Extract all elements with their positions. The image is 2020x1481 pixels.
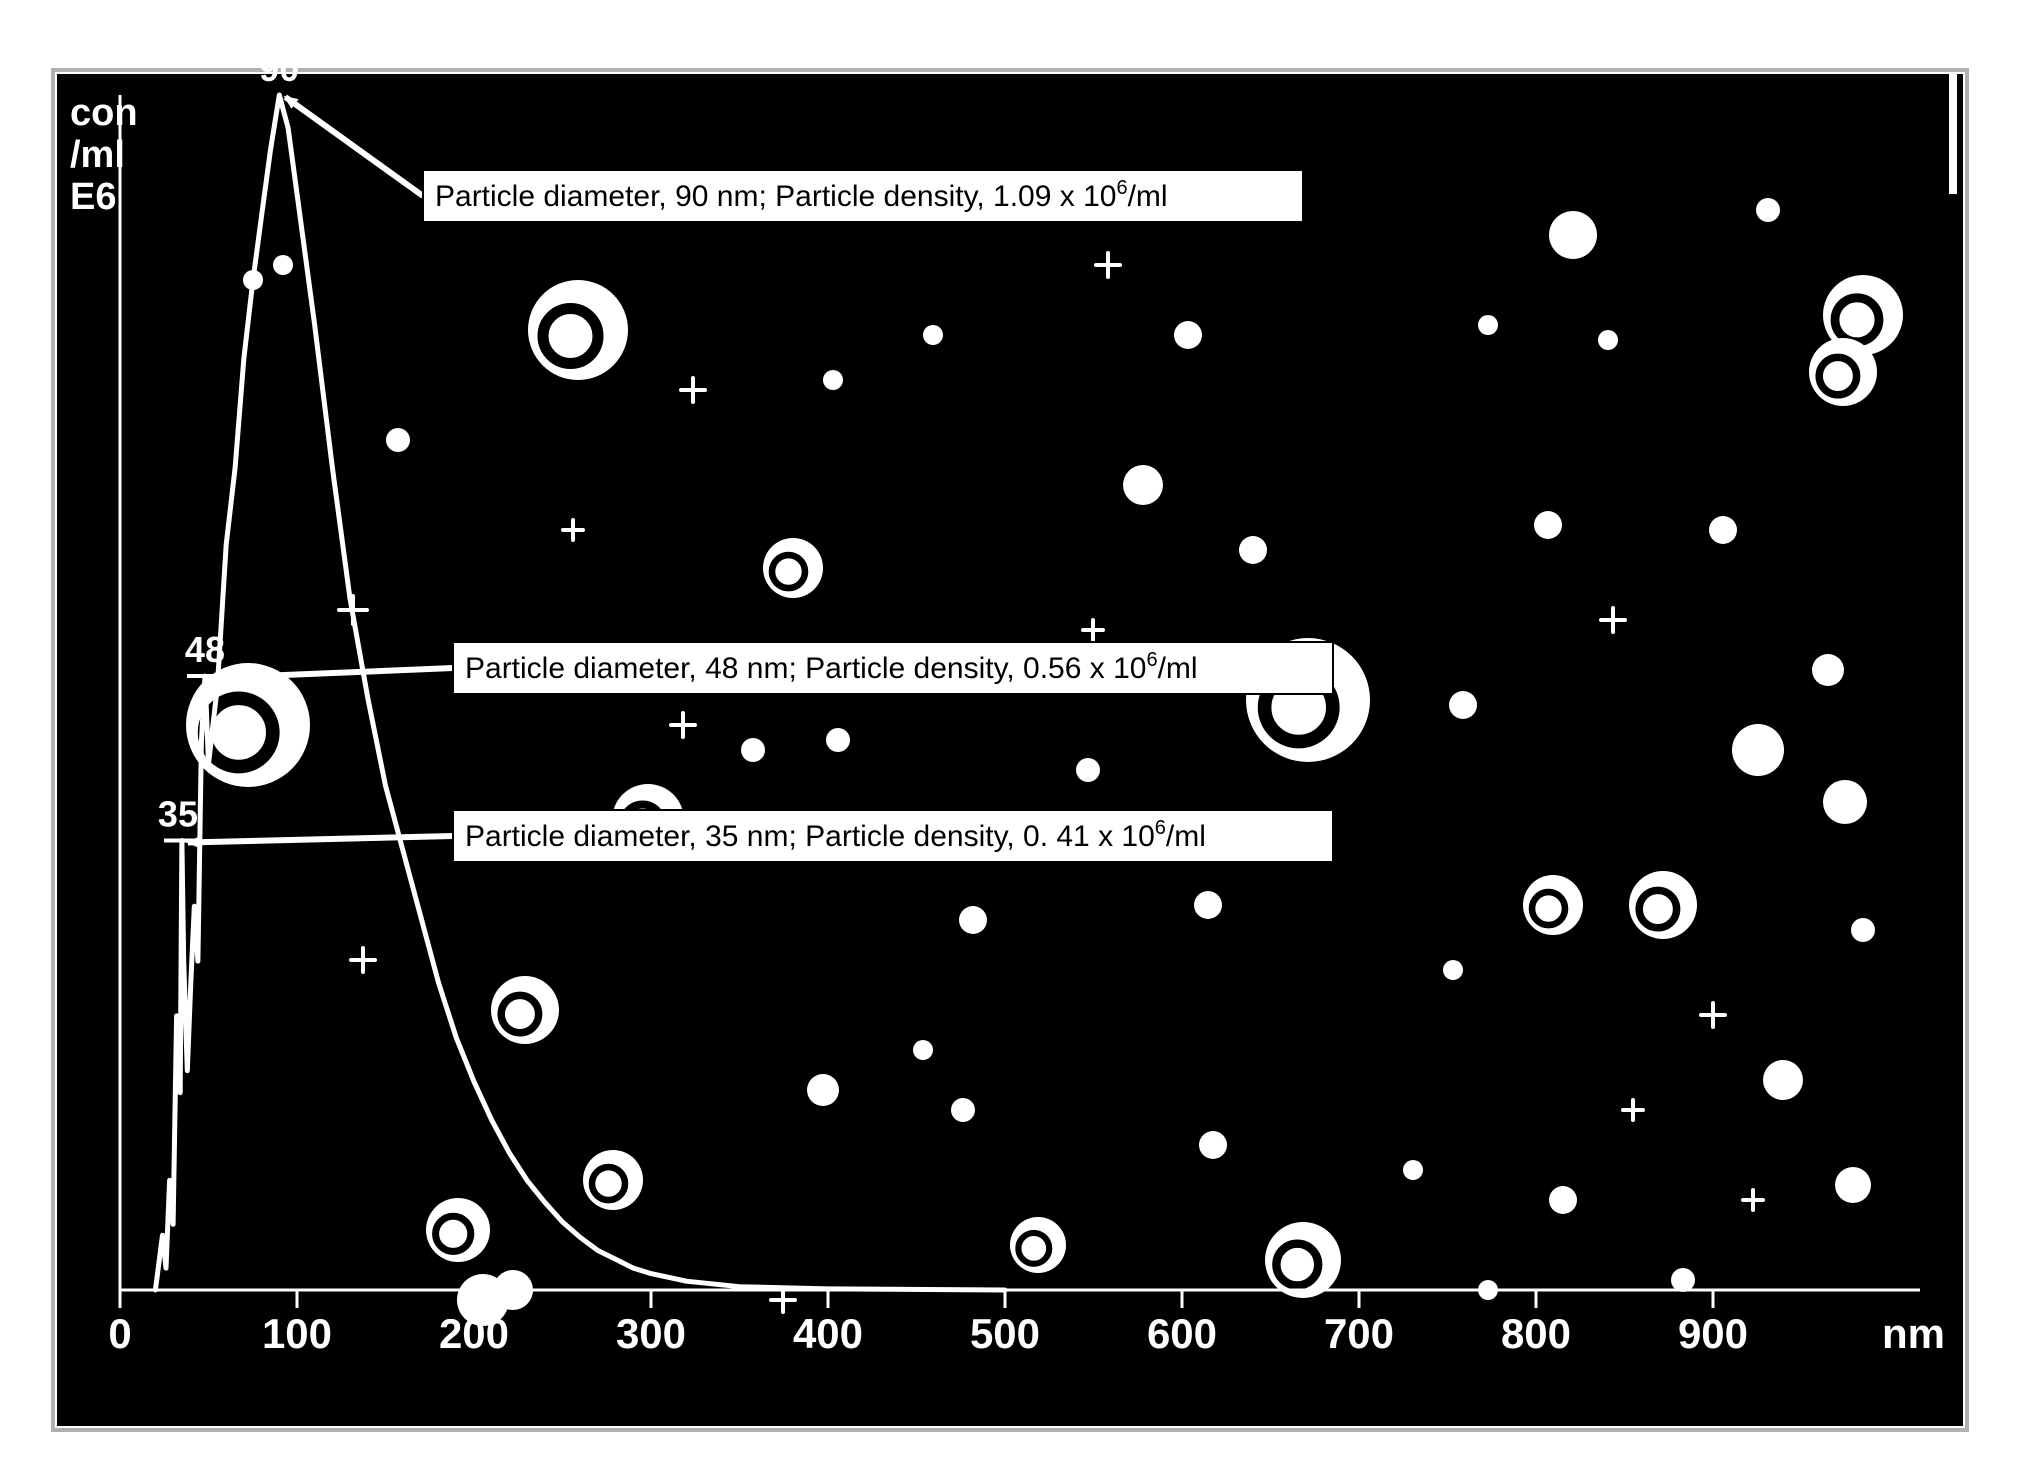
particle-blob <box>1732 724 1784 776</box>
particle-blob <box>1549 1186 1577 1214</box>
particle-blob <box>1443 960 1463 980</box>
particle-blob <box>1756 198 1780 222</box>
particle-blob <box>913 1040 933 1060</box>
particle-blob <box>1709 516 1737 544</box>
y-axis-label-line: con <box>70 92 138 134</box>
particle-blob <box>1835 1167 1871 1203</box>
y-axis-label-line: /ml <box>70 134 125 176</box>
particle-blob <box>1239 536 1267 564</box>
particle-blob <box>951 1098 975 1122</box>
x-tick-label: 200 <box>439 1310 509 1357</box>
annotation-text: Particle diameter, 35 nm; Particle densi… <box>465 817 1206 853</box>
x-tick-label: 900 <box>1678 1310 1748 1357</box>
peak-value-label: 35 <box>158 794 198 835</box>
x-tick-label: 0 <box>108 1310 131 1357</box>
particle-blob <box>1403 1160 1423 1180</box>
particle-blob <box>1598 330 1618 350</box>
particle-blob <box>1478 315 1498 335</box>
peak-value-label: 90 <box>259 48 299 89</box>
x-unit-label: nm <box>1882 1310 1945 1357</box>
particle-blob <box>741 738 765 762</box>
particle-blob <box>1534 511 1562 539</box>
particle-blob <box>1174 321 1202 349</box>
particle-chart: 0 100 200 300 400 500 600 700 800 900 nm con/mlE6 90… <box>0 0 2020 1481</box>
particle-blob <box>1851 918 1875 942</box>
x-tick-label: 100 <box>262 1310 332 1357</box>
particle-blob <box>923 325 943 345</box>
particle-blob <box>1449 691 1477 719</box>
plot-background <box>57 74 1963 1426</box>
particle-blob <box>1123 465 1163 505</box>
particle-blob <box>1812 654 1844 686</box>
x-tick-label: 700 <box>1324 1310 1394 1357</box>
particle-blob <box>1549 211 1597 259</box>
particle-blob <box>1823 780 1867 824</box>
artifact-stripe <box>1949 74 1957 194</box>
y-axis-label-line: E6 <box>70 176 116 218</box>
annotation-text: Particle diameter, 90 nm; Particle densi… <box>435 177 1168 213</box>
x-tick-label: 800 <box>1501 1310 1571 1357</box>
annotation-text: Particle diameter, 48 nm; Particle densi… <box>465 649 1198 685</box>
particle-blob <box>823 370 843 390</box>
particle-blob <box>1199 1131 1227 1159</box>
particle-blob <box>826 728 850 752</box>
particle-blob <box>959 906 987 934</box>
particle-blob <box>1671 1268 1695 1292</box>
particle-blob <box>1763 1060 1803 1100</box>
x-tick-label: 500 <box>970 1310 1040 1357</box>
x-tick-label: 600 <box>1147 1310 1217 1357</box>
particle-blob <box>386 428 410 452</box>
particle-blob <box>1076 758 1100 782</box>
x-tick-label: 300 <box>616 1310 686 1357</box>
particle-blob <box>273 255 293 275</box>
x-tick-label: 400 <box>793 1310 863 1357</box>
particle-blob <box>1194 891 1222 919</box>
particle-blob <box>807 1074 839 1106</box>
peak-value-label: 48 <box>185 629 225 670</box>
